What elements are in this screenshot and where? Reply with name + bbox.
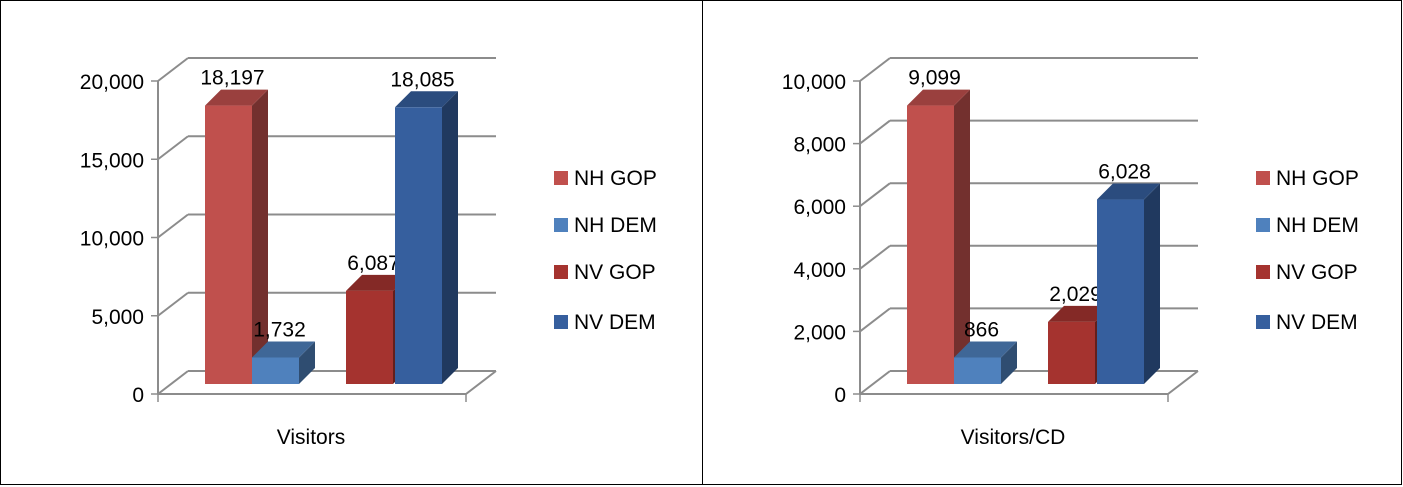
- legend-swatch: [1256, 218, 1270, 232]
- legend-item: NH GOP: [554, 167, 657, 190]
- gridline-diagonal: [859, 307, 891, 333]
- y-tick-label: 20,000: [80, 71, 144, 94]
- legend-item: NV DEM: [554, 311, 656, 334]
- bar-front: [1048, 321, 1095, 384]
- y-tick-label: 2,000: [793, 321, 846, 344]
- gridline-diagonal: [859, 57, 891, 82]
- y-tick-label: 10,000: [80, 228, 144, 251]
- gridline-diagonal: [157, 213, 189, 239]
- data-label: 2,029: [1049, 283, 1102, 306]
- legend-item: NV GOP: [554, 261, 656, 284]
- legend-item: NV DEM: [1256, 311, 1358, 334]
- legend-swatch: [554, 218, 568, 232]
- bar-top: [205, 89, 268, 106]
- chart-panel-visitors: 0 5,000 10,000 15,000 20,000 18,197 NH GOP 1,73…: [0, 0, 703, 485]
- bar-nh-gop: 18,197: [200, 67, 268, 384]
- data-label: 1,732: [253, 319, 306, 342]
- bar-nh-dem: 866: [954, 319, 1017, 384]
- y-tick-label: 0: [834, 384, 846, 407]
- legend-label: NH GOP: [574, 167, 657, 190]
- legend-item: NH DEM: [554, 214, 657, 237]
- legend-item: NV GOP: [1256, 261, 1358, 284]
- data-label: 6,087: [347, 252, 400, 275]
- legend-item: NH GOP: [1256, 167, 1359, 190]
- bar-side: [1144, 183, 1160, 384]
- legend-swatch: [554, 265, 568, 279]
- y-tick-label: 10,000: [782, 71, 846, 94]
- bar-nv-gop: 2,029: [1048, 283, 1111, 384]
- y-tick-label: 15,000: [80, 149, 144, 172]
- bar-top: [395, 91, 458, 108]
- gridline-diagonal: [859, 245, 891, 270]
- bar-top: [1048, 305, 1111, 322]
- data-label: 866: [964, 319, 999, 342]
- legend-swatch: [554, 171, 568, 185]
- bar-front: [205, 105, 252, 384]
- legend-item: NH DEM: [1256, 214, 1359, 237]
- floor-edge: [1167, 370, 1199, 395]
- data-label: 18,197: [200, 67, 264, 90]
- legend-swatch: [1256, 265, 1270, 279]
- bar-top: [346, 274, 409, 291]
- chart-panel-visitors-per-cd: 0 2,000 4,000 6,000 8,000 10,000 9,099 NH GOP 86…: [702, 0, 1402, 485]
- bar-front: [907, 105, 954, 384]
- legend-label: NV GOP: [574, 261, 656, 284]
- legend-label: NH DEM: [1276, 214, 1359, 237]
- bar-front: [346, 290, 393, 384]
- gridline-diagonal: [157, 370, 189, 395]
- bar-side: [299, 341, 315, 384]
- bar-top: [907, 89, 970, 106]
- visitors-chart: 0 5,000 10,000 15,000 20,000 18,197 NH GOP 1,73…: [80, 57, 657, 449]
- bar-front: [954, 357, 1001, 384]
- bar-nh-dem: 1,732: [252, 319, 315, 384]
- gridline-diagonal: [157, 57, 189, 82]
- visitors-per-cd-chart: 0 2,000 4,000 6,000 8,000 10,000 9,099 NH GOP 86…: [782, 57, 1359, 449]
- y-tick-label: 0: [132, 384, 144, 407]
- bar-side: [1001, 341, 1017, 384]
- data-label: 6,028: [1098, 161, 1151, 184]
- bar-nh-gop: 9,099: [907, 67, 970, 384]
- gridline-diagonal: [157, 135, 189, 161]
- y-tick-label: 8,000: [793, 134, 846, 157]
- legend-swatch: [1256, 315, 1270, 329]
- bar-side: [954, 89, 970, 384]
- gridline-diagonal: [859, 182, 891, 207]
- bar-top: [954, 341, 1017, 358]
- legend-swatch: [1256, 171, 1270, 185]
- legend-swatch: [554, 315, 568, 329]
- legend-label: NV GOP: [1276, 261, 1358, 284]
- bar-nv-dem: 6,028: [1097, 161, 1160, 384]
- data-label: 9,099: [908, 67, 961, 90]
- bar-front: [395, 107, 442, 384]
- bar-top: [252, 341, 315, 358]
- y-tick-label: 4,000: [793, 259, 846, 282]
- data-label: 18,085: [390, 68, 454, 91]
- x-axis-label: Visitors/CD: [961, 426, 1066, 449]
- y-tick-label: 6,000: [793, 196, 846, 219]
- bar-front: [252, 357, 299, 384]
- legend-label: NH GOP: [1276, 167, 1359, 190]
- floor-edge: [465, 370, 497, 395]
- bar-side: [442, 91, 458, 384]
- legend-label: NV DEM: [1276, 311, 1358, 334]
- gridline-diagonal: [859, 370, 891, 395]
- x-axis-label: Visitors: [277, 426, 345, 449]
- bar-side: [252, 89, 268, 384]
- bar-nv-dem: 18,085: [390, 68, 458, 384]
- bar-front: [1097, 199, 1144, 384]
- y-tick-label: 5,000: [91, 306, 144, 329]
- gridline-diagonal: [157, 291, 189, 317]
- gridline-diagonal: [859, 119, 891, 145]
- legend-label: NH DEM: [574, 214, 657, 237]
- legend-label: NV DEM: [574, 311, 656, 334]
- bar-top: [1097, 183, 1160, 200]
